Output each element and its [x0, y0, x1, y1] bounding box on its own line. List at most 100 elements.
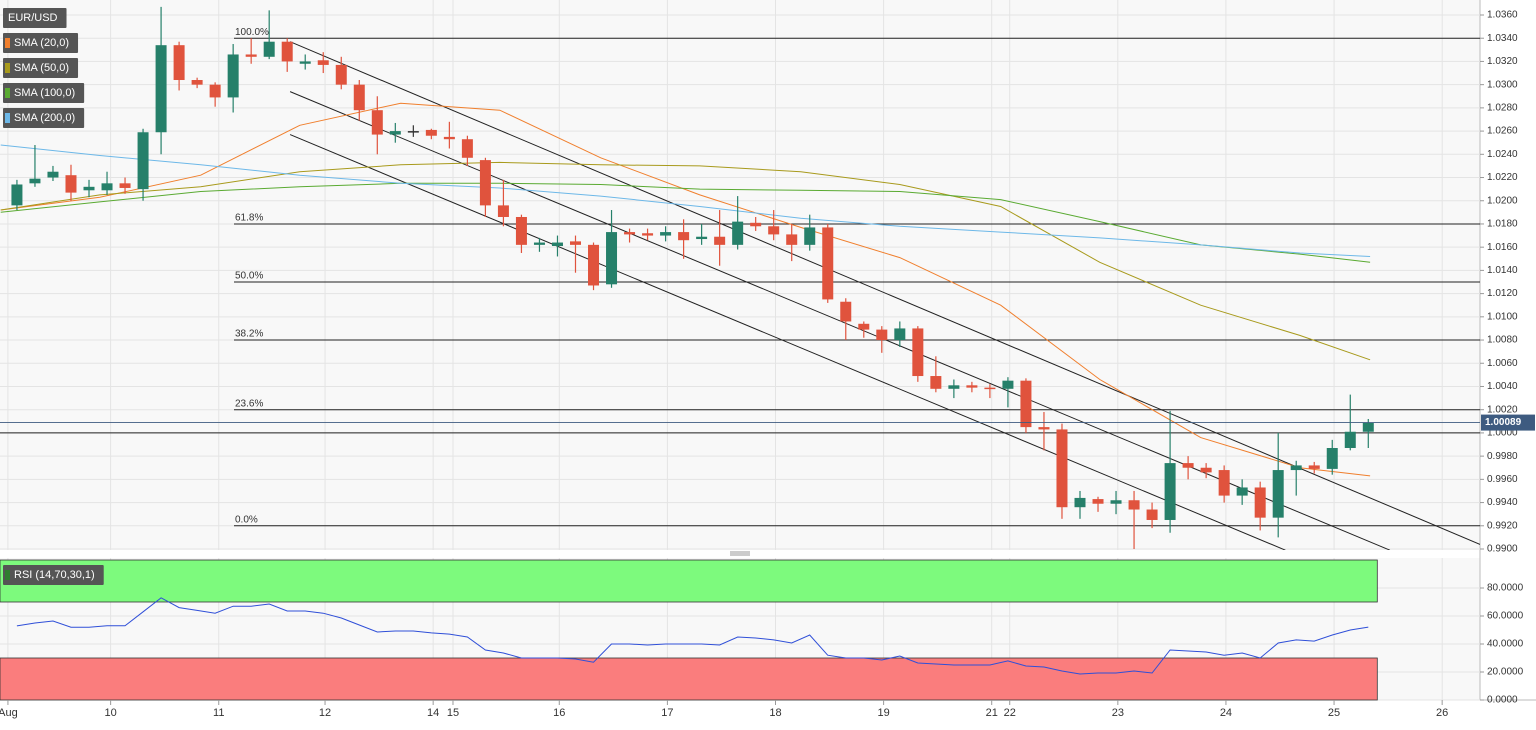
- candle-body: [1164, 463, 1176, 520]
- legend-box: [3, 83, 85, 103]
- candle-body: [443, 136, 455, 140]
- candle-body: [65, 175, 77, 193]
- candle-body: [1326, 448, 1338, 469]
- candle-body: [822, 227, 834, 300]
- candle-body: [497, 205, 509, 217]
- y-tick-label: 1.0000: [1487, 428, 1518, 439]
- y-tick-label: 1.0300: [1487, 79, 1518, 90]
- overbought-zone: [0, 559, 1378, 603]
- fib-label: 100.0%: [235, 27, 269, 38]
- x-tick-label: 19: [877, 707, 889, 719]
- x-tick-label: 12: [319, 707, 331, 719]
- candle-body: [1110, 500, 1122, 504]
- y-tick-label: 40.0000: [1487, 639, 1524, 650]
- candle-body: [804, 227, 816, 245]
- y-tick-label: 0.0000: [1487, 695, 1518, 706]
- candle-body: [984, 387, 996, 390]
- last-price-label: 1.00089: [1485, 417, 1522, 428]
- candle-body: [1344, 431, 1356, 449]
- legend-label: SMA (200,0): [14, 112, 75, 124]
- y-tick-label: 1.0120: [1487, 288, 1518, 299]
- fib-label: 50.0%: [235, 271, 263, 282]
- candle-body: [912, 328, 924, 377]
- candle-body: [1146, 509, 1158, 520]
- legend-swatch: [5, 38, 10, 48]
- candle-body: [569, 241, 581, 245]
- y-tick-label: 20.0000: [1487, 667, 1524, 678]
- candle-body: [606, 232, 618, 285]
- candle-body: [1236, 487, 1248, 496]
- candle-body: [1182, 463, 1194, 468]
- candle-body: [732, 221, 744, 245]
- candle-body: [876, 329, 888, 341]
- fib-label: 38.2%: [235, 329, 263, 340]
- candle-body: [389, 131, 401, 135]
- candle-body: [533, 242, 545, 245]
- candle-body: [750, 222, 762, 227]
- legend-label: RSI (14,70,30,1): [14, 569, 95, 581]
- candle-body: [1362, 422, 1374, 432]
- sma-line: [0, 144, 1371, 257]
- candle-body: [173, 45, 185, 81]
- candle-body: [263, 41, 275, 57]
- legend-label: SMA (100,0): [14, 87, 75, 99]
- candle-body: [588, 244, 600, 286]
- x-tick-label: 15: [447, 707, 459, 719]
- x-tick-label: 21: [986, 707, 998, 719]
- candle-body: [714, 236, 726, 245]
- channel-line: [289, 41, 1480, 545]
- candle-body: [371, 110, 383, 135]
- sma-line: [0, 161, 1371, 361]
- x-tick-label: 16: [553, 707, 565, 719]
- y-tick-label: 60.0000: [1487, 611, 1524, 622]
- rsi-line: [16, 597, 1369, 675]
- candle-body: [948, 385, 960, 389]
- x-tick-label: 14: [427, 707, 439, 719]
- candle-body: [29, 178, 41, 184]
- y-tick-label: 1.0360: [1487, 10, 1518, 21]
- candle-body: [894, 328, 906, 341]
- fib-label: 61.8%: [235, 213, 263, 224]
- candle-body: [660, 232, 672, 236]
- legend-label: EUR/USD: [8, 12, 58, 24]
- candle-body: [425, 129, 437, 136]
- panel-divider[interactable]: [730, 551, 750, 556]
- y-tick-label: 1.0140: [1487, 265, 1518, 276]
- y-tick-label: 80.0000: [1487, 583, 1524, 594]
- x-tick-label: Aug: [0, 707, 18, 719]
- x-tick-label: 25: [1328, 707, 1340, 719]
- y-tick-label: 1.0320: [1487, 56, 1518, 67]
- candle-body: [966, 385, 978, 388]
- legend-box: [3, 58, 79, 78]
- legend-swatch: [5, 88, 10, 98]
- y-tick-label: 1.0220: [1487, 172, 1518, 183]
- candle-body: [281, 41, 293, 62]
- candle-body: [155, 45, 167, 133]
- candle-body: [1074, 497, 1086, 508]
- candle-body: [353, 84, 365, 111]
- sma-line: [0, 182, 1371, 263]
- legend-box: [3, 8, 67, 28]
- oversold-zone: [0, 657, 1378, 701]
- candle-body: [227, 54, 239, 98]
- legend-item: SMA (200,0): [3, 108, 85, 128]
- x-tick-label: 10: [105, 707, 117, 719]
- candle-body: [407, 131, 419, 133]
- candle-body: [461, 139, 473, 158]
- x-tick-label: 24: [1220, 707, 1232, 719]
- legend-box: [3, 33, 79, 53]
- x-tick-label: 26: [1436, 707, 1448, 719]
- x-tick-label: 18: [769, 707, 781, 719]
- candle-body: [1272, 470, 1284, 518]
- x-tick-label: 23: [1112, 707, 1124, 719]
- candle-body: [299, 61, 311, 64]
- candle-body: [245, 54, 257, 57]
- candle-body: [191, 80, 203, 85]
- candle-body: [101, 183, 113, 191]
- y-tick-label: 0.9940: [1487, 497, 1518, 508]
- candle-body: [551, 242, 563, 247]
- y-tick-label: 0.9920: [1487, 520, 1518, 531]
- y-tick-label: 1.0040: [1487, 381, 1518, 392]
- candle-body: [1254, 487, 1266, 518]
